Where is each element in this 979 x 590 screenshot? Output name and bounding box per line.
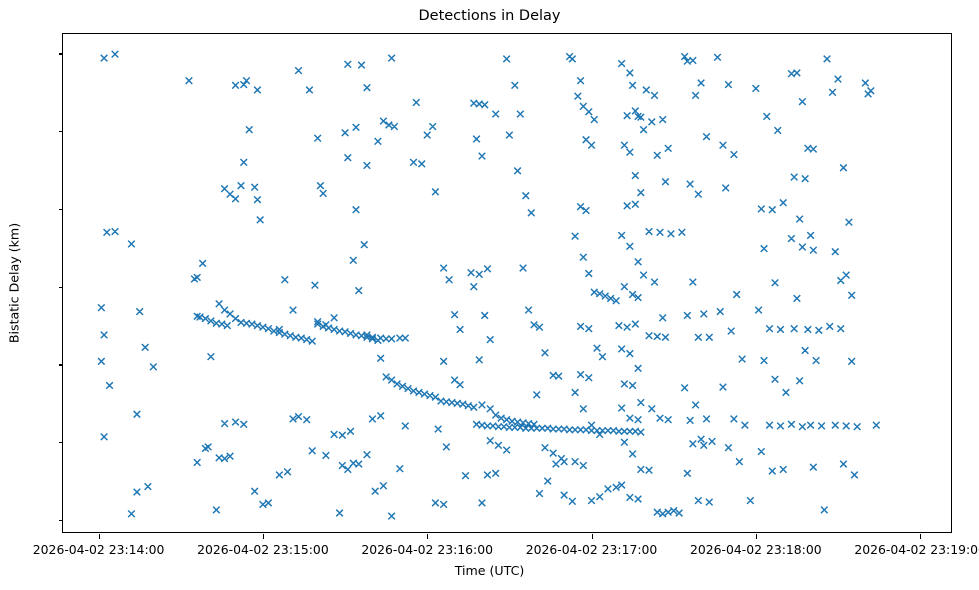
x-tick-label: 2026-04-02 23:14:00 [32, 542, 165, 557]
x-tick-mark [920, 534, 922, 539]
x-tick-label: 2026-04-02 23:18:00 [690, 542, 822, 557]
scatter-marker-x [97, 50, 881, 520]
x-tick-mark [755, 534, 757, 539]
y-tick-mark [58, 364, 63, 366]
y-tick-mark [58, 208, 63, 211]
x-tick-mark [427, 534, 429, 539]
x-tick-label: 2026-04-02 23:15:00 [197, 542, 329, 557]
x-tick-mark [262, 534, 264, 539]
plot-axes: 0102030405060 2026-04-02 23:14:002026-04… [33, 33, 979, 557]
y-tick-mark [58, 520, 63, 522]
x-tick-label: 2026-04-02 23:16:00 [361, 542, 494, 557]
scatter-points-layer [63, 34, 951, 532]
y-axis-label: Bistatic Delay (km) [6, 222, 22, 344]
scatter-marker-group [97, 50, 881, 520]
y-tick-mark [58, 442, 63, 444]
x-tick-label: 2026-04-02 23:19:00 [854, 542, 979, 557]
y-tick-mark [58, 53, 63, 55]
y-tick-mark [58, 286, 63, 288]
y-tick-mark [58, 131, 63, 133]
x-tick-mark [98, 534, 100, 539]
page-title: Detections in Delay [418, 8, 561, 24]
x-tick-mark [591, 534, 593, 539]
x-tick-label: 2026-04-02 23:17:00 [525, 542, 658, 557]
x-axis-label: Time (UTC) [454, 563, 525, 578]
